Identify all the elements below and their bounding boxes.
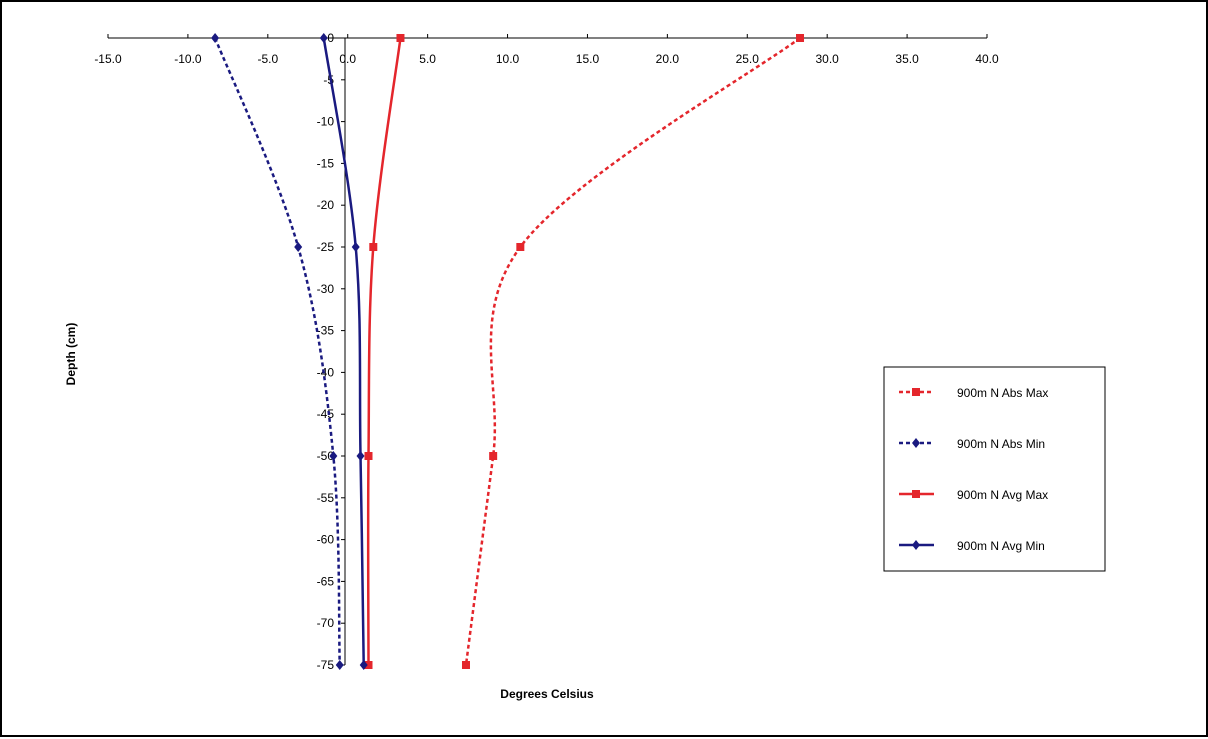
legend: 900m N Abs Max 900m N Abs Min 900m N Avg M… [883, 366, 1106, 572]
y-tick-label: -10 [317, 115, 335, 129]
data-point [364, 661, 373, 669]
data-point [364, 452, 373, 460]
y-tick-label: -75 [317, 658, 335, 672]
series-4 [319, 33, 368, 670]
y-tick-label: -40 [317, 365, 335, 379]
y-axis-title: Depth (cm) [64, 323, 78, 386]
y-tick-label: -50 [317, 449, 335, 463]
y-tick-label: -60 [317, 533, 335, 547]
data-point [489, 452, 498, 460]
data-point [211, 33, 220, 43]
series-line [366, 37, 402, 666]
y-tick-label: -25 [317, 240, 335, 254]
series-1 [461, 34, 805, 669]
data-point [319, 33, 328, 43]
data-point [329, 451, 338, 461]
y-tick-label: -15 [317, 156, 335, 170]
data-point [359, 660, 368, 670]
x-tick-label: 10.0 [496, 52, 520, 66]
legend-box [883, 366, 1106, 572]
data-point [294, 242, 303, 252]
y-tick-label: -30 [317, 282, 335, 296]
series-2 [211, 33, 344, 670]
legend-swatch-marker [912, 490, 920, 498]
data-point [516, 243, 525, 251]
x-tick-label: 30.0 [816, 52, 840, 66]
data-point [335, 660, 344, 670]
x-tick-label: 25.0 [736, 52, 760, 66]
x-axis-title: Degrees Celsius [500, 687, 594, 701]
y-tick-label: -70 [317, 616, 335, 630]
x-tick-label: 40.0 [975, 52, 999, 66]
x-tick-label: -10.0 [174, 52, 202, 66]
y-tick-label: -20 [317, 198, 335, 212]
y-tick-label: -65 [317, 574, 335, 588]
legend-swatch-marker [912, 438, 920, 448]
x-tick-label: -5.0 [257, 52, 278, 66]
data-point [351, 242, 360, 252]
legend-swatch-marker [912, 540, 920, 550]
legend-label: 900m N Abs Max [957, 386, 1048, 400]
x-tick-label: 20.0 [656, 52, 680, 66]
data-point [369, 243, 378, 251]
x-tick-label: 15.0 [576, 52, 600, 66]
y-tick-label: -55 [317, 491, 335, 505]
y-tick-label: -45 [317, 407, 335, 421]
series-3 [364, 34, 405, 669]
data-point [356, 451, 365, 461]
x-tick-label: 35.0 [895, 52, 919, 66]
data-point [461, 661, 470, 669]
x-axis: -15.0 -10.0 -5.0 0.0 5.0 10.0 15.0 20.0 25.0 30.0… [94, 34, 999, 66]
series-line [213, 37, 341, 666]
series-group [211, 33, 805, 670]
x-tick-label: -15.0 [94, 52, 122, 66]
y-tick-label: -35 [317, 324, 335, 338]
legend-swatch-marker [912, 388, 920, 396]
series-line [464, 36, 801, 666]
y-tick-label: 0 [327, 31, 334, 45]
x-tick-label: 5.0 [419, 52, 436, 66]
legend-label: 900m N Avg Max [957, 488, 1048, 502]
data-point [796, 34, 805, 42]
legend-label: 900m N Abs Min [957, 437, 1045, 451]
legend-label: 900m N Avg Min [957, 539, 1045, 553]
x-tick-label: 0.0 [339, 52, 356, 66]
y-tick-label: -5 [323, 73, 334, 87]
y-axis: 0 -5 -10 -15 -20 -25 -30 -35 -40 -45 -50 -55 -60 -65 -… [317, 31, 346, 672]
data-point [396, 34, 405, 42]
series-line [322, 37, 365, 666]
